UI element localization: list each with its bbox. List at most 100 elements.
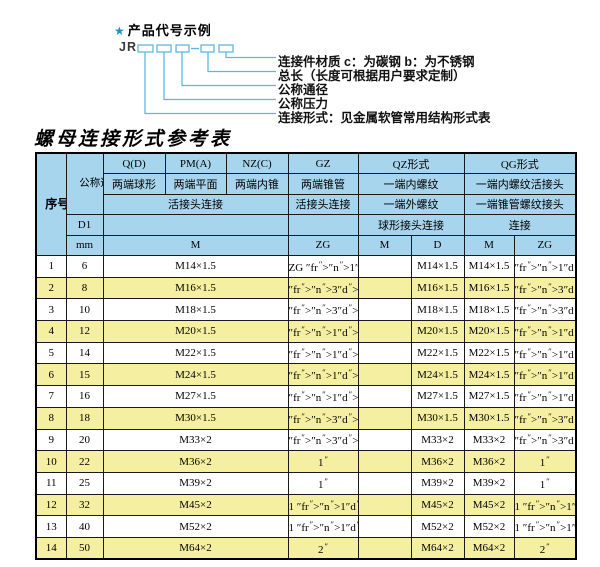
mm-cell: 20 (65, 428, 104, 452)
qg-m-cell: M24×1.5 (463, 363, 515, 387)
header-qg: QG形式 (463, 152, 577, 174)
qg-zg-cell: ″fr″>″n″>3″d″>8″ (513, 298, 577, 322)
qz-d-cell: M24×1.5 (410, 363, 465, 387)
seq-cell: 12 (35, 493, 67, 517)
qz-m-cell (357, 320, 412, 343)
header-nz-desc: 两端内锥 (225, 173, 289, 195)
m-thread-cell: M39×2 (102, 471, 289, 495)
header-qz-d: D (410, 234, 465, 256)
code-box (200, 44, 215, 53)
qg-m-cell: M27×1.5 (463, 385, 515, 408)
header-q-desc: 两端球形 (102, 173, 166, 195)
qz-d-cell: M39×2 (410, 471, 465, 495)
qz-d-cell: M16×1.5 (410, 276, 465, 300)
qz-m-cell (357, 428, 412, 452)
qg-zg-cell: ″fr″>″n″>3″d″>4″ (513, 428, 577, 452)
header-gz-conn: 活接头连接 (287, 193, 359, 215)
mm-cell: 16 (65, 385, 104, 408)
m-thread-cell: M18×1.5 (102, 298, 289, 322)
seq-cell: 8 (35, 406, 67, 430)
code-box (137, 44, 154, 53)
qz-d-cell: M33×2 (410, 428, 465, 452)
qz-m-cell (357, 255, 412, 278)
seq-cell: 6 (35, 363, 67, 387)
zg-thread-cell: ″fr″>″n″>3″d″>8″ (287, 276, 359, 300)
header-blank (102, 214, 289, 236)
zg-thread-cell: 1″ (287, 450, 359, 473)
qg-zg-cell: 1″ (513, 450, 577, 473)
qg-m-cell: M16×1.5 (463, 276, 515, 300)
table-row: 28M16×1.5″fr″>″n″>3″d″>8″M16×1.5M16×1.5″… (35, 276, 577, 300)
seq-cell: 10 (35, 450, 67, 473)
mm-cell: 10 (65, 298, 104, 322)
diagram-label-diameter: 公称通径 (278, 83, 329, 97)
diagram-label-material: 连接件材质 c：为碳钢 b：为不锈钢 (278, 55, 475, 69)
qz-m-cell (357, 515, 412, 538)
header-qg-desc: 一端内螺纹活接头 (463, 173, 577, 195)
mm-cell: 18 (65, 406, 104, 430)
header-pm-desc: 两端平面 (164, 173, 227, 195)
mm-cell: 25 (65, 471, 104, 495)
qz-d-cell: M36×2 (410, 450, 465, 473)
table-row: 14 50 M64×2 2″ M64×2 M64×2 2″ (35, 536, 577, 560)
diagram-label-connection: 连接形式：见金属软管常用结构形式表 (278, 111, 491, 125)
m-thread-cell: M20×1.5 (102, 320, 289, 343)
header-dn-label: 公称通径 (79, 178, 102, 190)
zg-thread-cell: ″fr″>″n″>3″d″>8″ (287, 298, 359, 322)
m-thread-cell: M30×1.5 (102, 406, 289, 430)
qg-m-cell: M22×1.5 (463, 341, 515, 365)
qg-zg-cell: 1 ″fr″>″n″>1″d″>4″ (513, 493, 577, 517)
diagram-label-length: 总长（长度可根据用户要求定制） (278, 69, 466, 83)
qz-m-cell (357, 536, 412, 560)
seq-cell: 2 (35, 276, 67, 300)
header-seq-label: 序号 (45, 196, 65, 211)
header-thread-m: M (102, 234, 289, 256)
qz-d-cell: M52×2 (410, 515, 465, 538)
code-box (175, 44, 190, 53)
code-connector-graphics (137, 44, 276, 115)
diagram-label-pressure: 公称压力 (278, 97, 329, 111)
connector-line (144, 52, 276, 115)
seq-cell: 3 (35, 298, 67, 322)
header-qz-m: M (357, 234, 412, 256)
code-box (156, 44, 172, 53)
qg-zg-cell: 2″ (513, 536, 577, 560)
qg-zg-cell: ″fr″>″n″>1″d″>2″ (513, 385, 577, 408)
zg-thread-cell: ″fr″>″n″>3″d″>4″ (287, 428, 359, 452)
qg-zg-cell: 1″ (513, 471, 577, 495)
qg-m-cell: M45×2 (463, 493, 515, 517)
qg-zg-cell: 1 ″fr″>″n″>1″d″>2″ (513, 515, 577, 538)
mm-cell: 12 (65, 320, 104, 343)
zg-thread-cell: ″fr″>″n″>1″d″>2″ (287, 363, 359, 387)
seq-cell: 1 (35, 255, 67, 278)
qz-m-cell (357, 450, 412, 473)
table-row: 920M33×2″fr″>″n″>3″d″>4″M33×2M33×2″fr″>″… (35, 428, 577, 452)
header-qz-desc: 一端内螺纹 (357, 173, 465, 195)
header-union-conn: 活接头连接 (102, 193, 289, 215)
product-code-diagram: ★ 产品代号示例 JR 连接件材质 c：为碳钢 b：为不锈钢 总长（长度可根据用户… (0, 0, 600, 150)
zg-thread-cell: 1″ (287, 471, 359, 495)
header-qg-conn: 连接 (463, 214, 577, 236)
qz-m-cell (357, 493, 412, 517)
qz-m-cell (357, 471, 412, 495)
qg-m-cell: M20×1.5 (463, 320, 515, 343)
mm-cell: 8 (65, 276, 104, 300)
m-thread-cell: M27×1.5 (102, 385, 289, 408)
header-seq: 序号 (35, 152, 67, 256)
qg-m-cell: M52×2 (463, 515, 515, 538)
qg-zg-cell: ″fr″>″n″>1″d″>4″ (513, 255, 577, 278)
m-thread-cell: M64×2 (102, 536, 289, 560)
m-thread-cell: M33×2 (102, 428, 289, 452)
m-thread-cell: M36×2 (102, 450, 289, 473)
header-gz: GZ (287, 152, 359, 174)
star-icon: ★ (114, 24, 126, 38)
header-qz: QZ形式 (357, 152, 465, 174)
qz-m-cell (357, 298, 412, 322)
zg-thread-cell: 2″ (287, 536, 359, 560)
qg-m-cell: M39×2 (463, 471, 515, 495)
mm-cell: 14 (65, 341, 104, 365)
